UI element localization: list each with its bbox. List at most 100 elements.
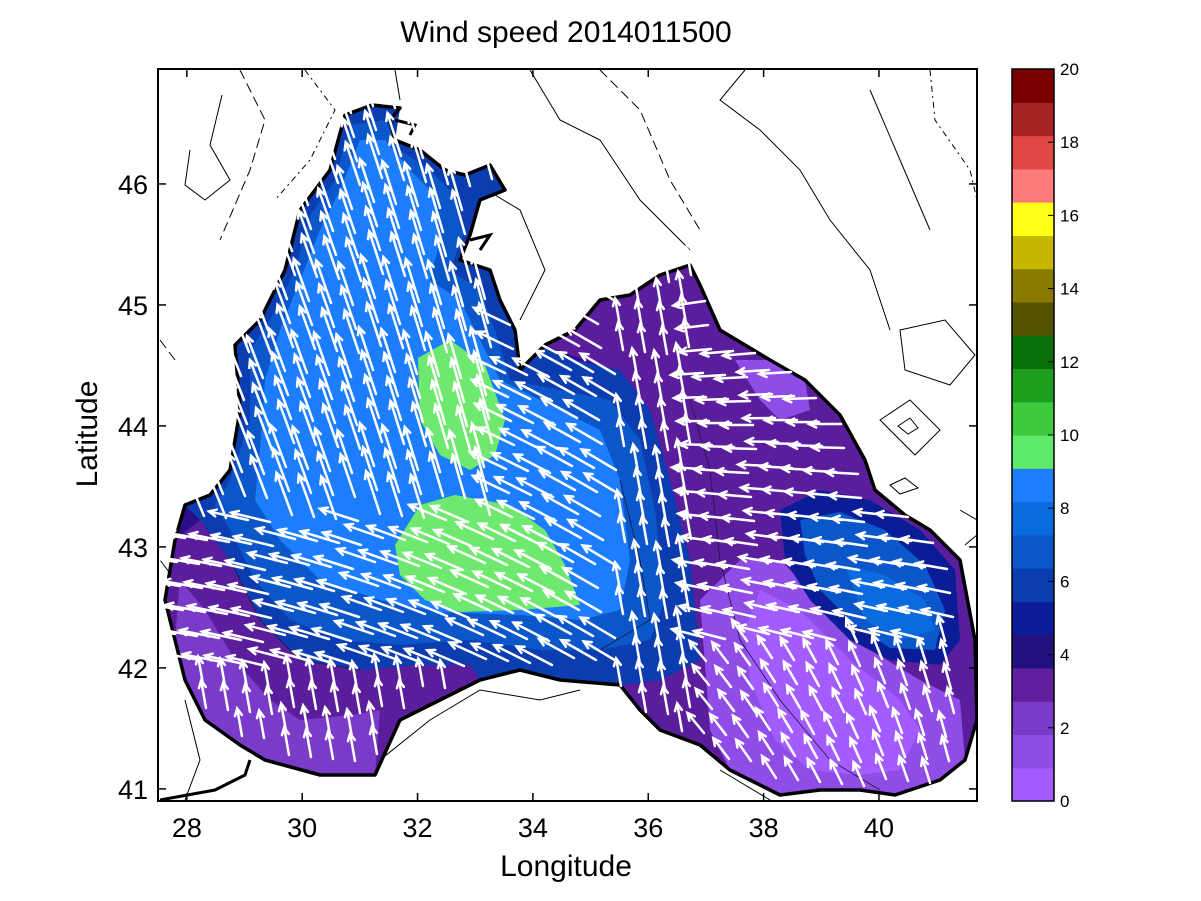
wind-arrow <box>715 396 752 407</box>
wind-arrow <box>379 645 422 664</box>
wind-arrow <box>223 427 244 474</box>
wind-arrow <box>158 604 185 612</box>
wind-arrow <box>248 357 268 404</box>
wind-arrow <box>777 707 794 734</box>
wind-arrow <box>361 276 380 324</box>
wind-arrow <box>564 422 604 446</box>
wind-arrow <box>450 451 467 500</box>
wind-arrow <box>717 583 754 595</box>
x-tick-label: 32 <box>403 813 433 843</box>
wind-arrow <box>158 581 182 588</box>
wind-arrow <box>429 600 471 620</box>
wind-arrow <box>660 515 671 548</box>
wind-arrow <box>351 682 362 715</box>
wind-arrow <box>388 134 406 182</box>
wind-arrow <box>426 354 444 402</box>
wind-arrow <box>873 656 887 685</box>
wind-arrow <box>658 587 669 620</box>
wind-arrow <box>406 503 448 522</box>
wind-arrow <box>637 417 648 450</box>
wind-arrow <box>558 374 598 398</box>
y-tick-label: 44 <box>118 412 148 442</box>
wind-arrow <box>935 613 947 643</box>
wind-arrow <box>826 491 863 501</box>
wind-arrow <box>558 638 598 662</box>
wind-arrow <box>650 611 661 644</box>
wind-arrow <box>632 465 643 498</box>
x-axis-label: Longitude <box>500 850 632 883</box>
wind-arrow <box>290 423 310 471</box>
wind-arrow <box>289 327 309 375</box>
contour-line <box>869 89 931 231</box>
wind-arrow <box>447 163 464 212</box>
wind-arrow <box>366 228 385 276</box>
wind-arrow <box>427 450 445 498</box>
contour-line <box>184 699 201 801</box>
wind-arrow <box>285 676 296 709</box>
wind-arrow <box>199 628 243 642</box>
x-tick-label: 40 <box>864 813 894 843</box>
colorbar-swatch <box>1012 368 1054 403</box>
wind-arrow <box>443 617 485 637</box>
wind-arrow <box>340 115 359 163</box>
wind-arrow <box>335 163 354 211</box>
wind-arrow <box>363 468 382 516</box>
wind-arrow <box>675 364 686 397</box>
wind-arrow <box>739 689 758 715</box>
wind-arrow <box>521 524 561 547</box>
contour-line <box>529 69 691 251</box>
wind-arrow <box>825 638 840 666</box>
wind-arrow <box>287 625 331 641</box>
colorbar-tick-label: 4 <box>1060 646 1069 665</box>
wind-arrow <box>714 560 751 571</box>
wind-arrow <box>656 659 667 692</box>
wind-arrow <box>710 640 730 665</box>
wind-arrow <box>263 683 274 716</box>
wind-arrow <box>913 707 926 737</box>
wind-arrow <box>270 350 290 397</box>
wind-arrow <box>282 652 293 685</box>
wind-arrow <box>407 599 449 618</box>
wind-arrow <box>831 685 846 714</box>
wind-arrow <box>519 332 559 355</box>
colorbar-tick-label: 8 <box>1060 499 1069 518</box>
colorbar-swatch <box>1012 701 1054 736</box>
wind-arrow <box>491 379 532 401</box>
colorbar-swatch <box>1012 734 1054 769</box>
wind-arrow <box>316 185 335 233</box>
wind-arrow <box>489 451 530 473</box>
colorbar-swatch <box>1012 667 1054 702</box>
wind-arrow <box>938 637 950 667</box>
wind-arrow <box>224 653 268 668</box>
wind-arrow <box>659 419 670 452</box>
wind-arrow <box>636 585 647 618</box>
wind-arrow <box>555 614 595 638</box>
wind-arrow <box>362 596 405 614</box>
wind-arrow <box>269 254 289 301</box>
wind-arrow <box>655 563 666 596</box>
wind-arrow <box>317 281 336 329</box>
wind-arrow <box>385 374 403 422</box>
x-axis: 28 30 32 34 36 38 40 <box>172 69 894 843</box>
colorbar: 0 2 4 6 8 10 12 14 16 18 20 <box>1011 60 1079 811</box>
wind-arrow <box>293 183 313 231</box>
wind-arrow <box>496 595 537 617</box>
wind-arrow <box>541 589 581 612</box>
wind-arrow <box>292 576 336 593</box>
wind-arrow <box>194 653 205 686</box>
wind-arrow <box>402 424 420 472</box>
wind-arrow <box>356 324 375 372</box>
wind-arrow <box>847 639 862 668</box>
wind-arrow <box>365 132 384 180</box>
wind-arrow <box>358 252 377 300</box>
contour-line <box>394 69 401 101</box>
wind-arrow <box>248 574 292 589</box>
wind-arrow <box>404 352 422 400</box>
wind-arrow <box>368 723 379 756</box>
wind-arrow <box>801 629 837 642</box>
wind-arrow <box>425 258 443 306</box>
wind-arrow <box>473 276 490 325</box>
wind-arrow <box>720 350 757 360</box>
wind-arrow <box>469 420 486 469</box>
contour-line <box>719 69 891 331</box>
